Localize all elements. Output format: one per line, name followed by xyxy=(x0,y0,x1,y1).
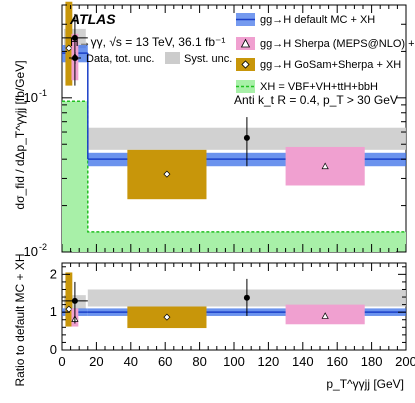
legend-label-default-mc: gg→H default MC + XH xyxy=(260,14,375,26)
legend-label-data: Data, tot. unc. xyxy=(86,53,154,65)
x-tick-label: 40 xyxy=(124,354,138,369)
x-axis-title: p_T^γγjj [GeV] xyxy=(326,377,404,391)
data-point xyxy=(71,34,78,41)
sherpa-marker xyxy=(321,162,329,170)
main-y-tick-label: 10 xyxy=(24,90,38,105)
x-tick-label: 100 xyxy=(223,354,245,369)
legend-marker-data xyxy=(72,55,78,61)
ratio-chart-marks xyxy=(62,272,407,329)
x-tick-label: 200 xyxy=(395,354,415,369)
xh-fill xyxy=(62,101,406,252)
ratio-y-tick-label: 1 xyxy=(50,304,57,319)
x-tick-label: 180 xyxy=(361,354,383,369)
gosam-marker xyxy=(163,170,171,178)
x-tick-label: 160 xyxy=(326,354,348,369)
gosam-box xyxy=(65,272,73,327)
legend-label-sherpa: gg→H Sherpa (MEPS@NLO) + XH xyxy=(260,38,415,50)
gosam-marker xyxy=(65,44,73,52)
gosam-box xyxy=(65,1,73,86)
x-tick-label: 80 xyxy=(192,354,206,369)
legend-swatch-xh xyxy=(236,80,255,93)
main-y-tick-exponent: -1 xyxy=(39,88,47,98)
main-y-tick-label: 10 xyxy=(24,244,38,259)
legend-marker-gosam xyxy=(241,60,250,69)
x-tick-label: 120 xyxy=(258,354,280,369)
legend-label-syst: Syst. unc. xyxy=(184,53,232,65)
main-y-axis-title: dσ_fid / dΔp_T^γγjj [fb/GeV] xyxy=(13,60,27,209)
atlas-label: ATLAS xyxy=(69,11,116,27)
jet-label: Anti k_t R = 0.4, p_T > 30 GeV xyxy=(234,93,398,107)
data-point xyxy=(71,297,78,304)
xh-line xyxy=(62,100,406,233)
x-tick-label: 60 xyxy=(158,354,172,369)
legend-swatch-syst xyxy=(165,52,180,64)
main-y-tick-exponent: -2 xyxy=(39,242,47,252)
legend-label-xh: XH = VBF+VH+ttH+bbH xyxy=(260,81,378,93)
data-point xyxy=(243,134,250,141)
x-tick-label: 140 xyxy=(292,354,314,369)
legend: gg→H default MC + XH gg→H Sherpa (MEPS@N… xyxy=(69,13,415,93)
legend-marker-sherpa xyxy=(240,38,251,48)
data-point xyxy=(243,294,250,301)
x-tick-label: 20 xyxy=(89,354,103,369)
sherpa-marker xyxy=(321,312,329,319)
ratio-y-axis-title: Ratio to default MC + XH xyxy=(13,253,27,386)
x-tick-label: 0 xyxy=(58,354,65,369)
gosam-marker xyxy=(163,313,171,321)
legend-label-gosam: gg→H GoSam+Sherpa + XH xyxy=(260,59,401,71)
ratio-y-tick-label: 2 xyxy=(50,266,57,281)
process-label: H→γγ, √s = 13 TeV, 36.1 fb⁻¹ xyxy=(70,35,225,49)
ratio-y-tick-label: 0 xyxy=(50,342,57,357)
